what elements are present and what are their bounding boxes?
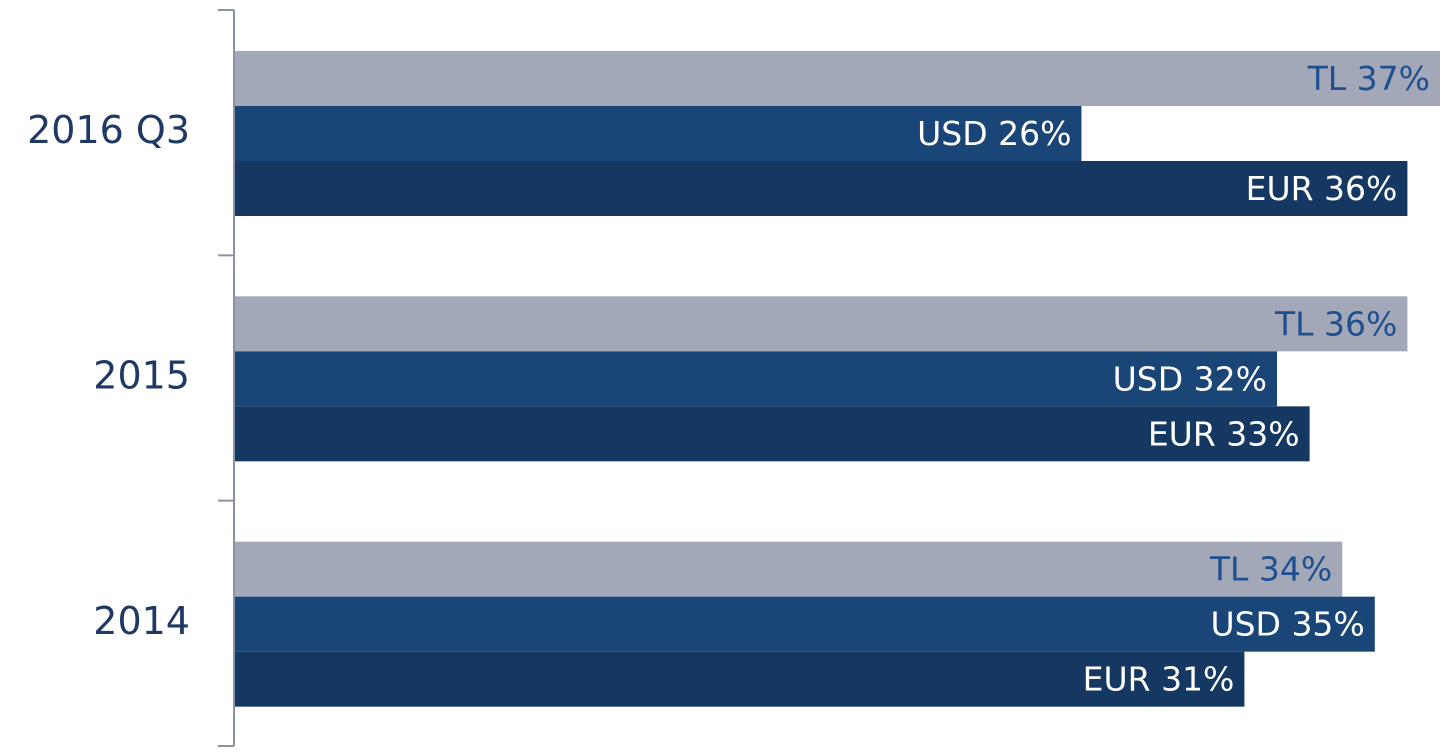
bar-label: USD 26% (917, 114, 1071, 153)
bar-label: USD 35% (1210, 605, 1364, 644)
bar (234, 651, 1245, 707)
bar-label: EUR 33% (1148, 414, 1300, 453)
bar (234, 406, 1310, 462)
bar-label: USD 32% (1113, 359, 1267, 398)
category-label: 2016 Q3 (27, 108, 190, 152)
category-label: 2015 (93, 354, 190, 398)
bar (234, 351, 1278, 407)
bar (234, 596, 1375, 652)
bar (234, 106, 1082, 161)
category-label: 2014 (93, 599, 190, 643)
bar-label: EUR 31% (1083, 660, 1235, 699)
bar (234, 541, 1343, 597)
bar-label: TL 36% (1274, 304, 1397, 343)
bar (234, 296, 1408, 352)
bar-label: TL 37% (1307, 59, 1430, 98)
bar (234, 51, 1440, 106)
bar-label: EUR 36% (1246, 169, 1398, 208)
bar-label: TL 34% (1209, 550, 1332, 589)
bar (234, 161, 1408, 216)
